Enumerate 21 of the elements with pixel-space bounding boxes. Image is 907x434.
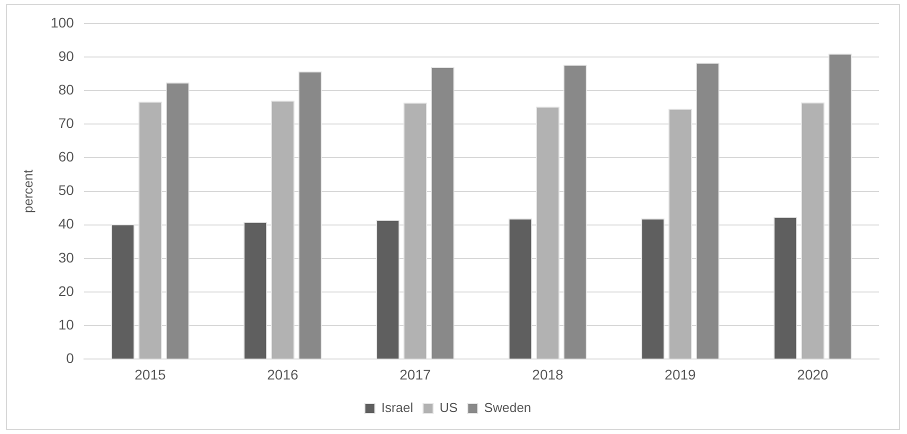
x-tick-label: 2019 [664, 366, 696, 382]
legend-label: Israel [381, 400, 414, 416]
y-tick-label: 0 [66, 350, 74, 366]
x-tick-label: 2018 [532, 366, 564, 382]
y-tick-label: 70 [58, 115, 74, 131]
y-tick-label: 40 [58, 216, 74, 232]
legend-label: US [440, 400, 458, 416]
y-tick-label: 10 [58, 316, 74, 332]
x-tick-label: 2016 [267, 366, 298, 382]
y-tick-label: 20 [58, 282, 74, 299]
y-axis-title: percent [20, 169, 36, 213]
y-tick-label: 100 [50, 14, 74, 30]
x-tick-label: 2015 [134, 366, 166, 382]
y-tick-label: 90 [58, 48, 74, 64]
x-tick-label: 2020 [797, 366, 829, 382]
y-tick-label: 60 [58, 148, 74, 165]
y-tick-label: 80 [58, 81, 74, 98]
legend-label: Sweden [484, 400, 532, 416]
y-tick-label: 50 [58, 182, 74, 198]
x-tick-label: 2017 [400, 366, 432, 382]
y-tick-label: 30 [58, 249, 74, 266]
